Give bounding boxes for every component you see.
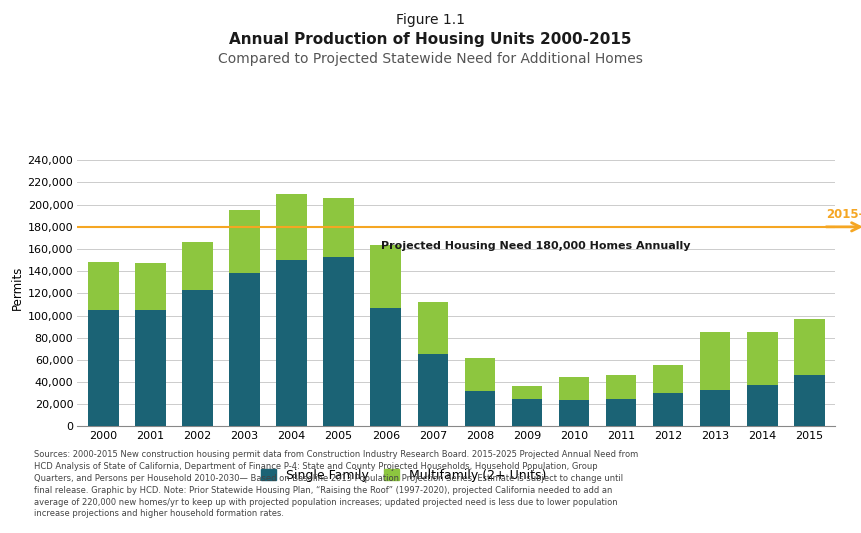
Bar — [88, 310, 119, 426]
Bar — [276, 193, 307, 260]
Bar — [418, 354, 448, 426]
Bar — [324, 198, 354, 257]
Bar — [276, 260, 307, 426]
Bar — [606, 399, 636, 426]
Bar — [229, 210, 260, 273]
Bar — [88, 262, 119, 310]
Bar — [183, 290, 213, 426]
Bar — [465, 358, 495, 391]
Text: Sources: 2000-2015 New construction housing permit data from Construction Indust: Sources: 2000-2015 New construction hous… — [34, 450, 639, 519]
Bar — [418, 302, 448, 354]
Text: Annual Production of Housing Units 2000-2015: Annual Production of Housing Units 2000-… — [229, 32, 632, 47]
Text: 2015-2025: 2015-2025 — [826, 208, 861, 221]
Bar — [653, 366, 684, 393]
Bar — [135, 263, 165, 310]
Bar — [135, 310, 165, 426]
Bar — [370, 308, 401, 426]
Text: Compared to Projected Statewide Need for Additional Homes: Compared to Projected Statewide Need for… — [218, 52, 643, 66]
Bar — [794, 375, 825, 426]
Bar — [700, 390, 730, 426]
Bar — [511, 386, 542, 399]
Bar — [511, 399, 542, 426]
Bar — [229, 273, 260, 426]
Bar — [324, 257, 354, 426]
Bar — [747, 332, 777, 385]
Legend: Single Family, Multifamily (2+ Units): Single Family, Multifamily (2+ Units) — [261, 469, 546, 482]
Y-axis label: Permits: Permits — [10, 265, 23, 310]
Bar — [653, 393, 684, 426]
Bar — [747, 385, 777, 426]
Bar — [183, 243, 213, 290]
Bar — [794, 319, 825, 375]
Bar — [370, 245, 401, 308]
Bar — [700, 332, 730, 390]
Text: Figure 1.1: Figure 1.1 — [396, 13, 465, 27]
Bar — [465, 391, 495, 426]
Text: Projected Housing Need 180,000 Homes Annually: Projected Housing Need 180,000 Homes Ann… — [381, 241, 691, 251]
Bar — [559, 376, 589, 400]
Bar — [606, 375, 636, 399]
Bar — [559, 400, 589, 426]
